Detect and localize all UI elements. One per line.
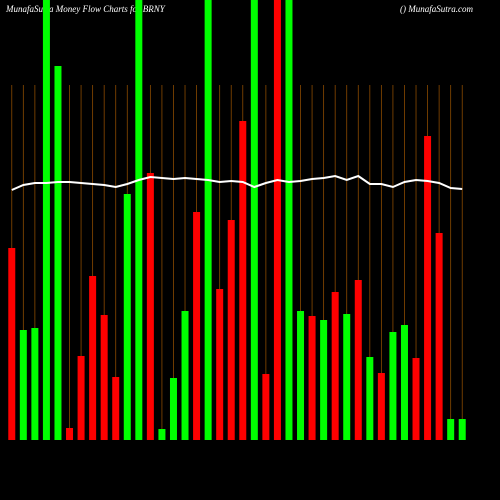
- bar: [31, 328, 39, 440]
- bar: [169, 378, 177, 440]
- bar: [389, 332, 397, 440]
- bar: [227, 220, 235, 440]
- bar: [239, 121, 247, 440]
- bar: [297, 311, 305, 440]
- bar: [250, 0, 258, 440]
- bar: [458, 419, 466, 440]
- bar: [308, 316, 316, 440]
- bar: [366, 357, 374, 440]
- bar: [285, 0, 293, 440]
- bar: [112, 377, 120, 440]
- bar: [89, 276, 97, 440]
- bar: [100, 315, 108, 440]
- bar: [123, 194, 131, 440]
- bar: [273, 0, 281, 440]
- bar: [135, 0, 143, 440]
- bar: [262, 374, 270, 440]
- bar: [320, 320, 328, 440]
- money-flow-line: [11, 174, 463, 191]
- bar: [435, 233, 443, 440]
- bar: [377, 373, 385, 440]
- chart-title: MunafaSutra Money Flow Charts for BRNY: [5, 4, 166, 14]
- bar: [158, 429, 166, 440]
- bar: [66, 428, 74, 440]
- bar: [54, 66, 62, 440]
- chart-subtitle: () MunafaSutra.com: [400, 4, 473, 14]
- bar: [204, 0, 212, 440]
- bar: [343, 314, 351, 440]
- bar: [216, 289, 224, 440]
- bar: [42, 0, 50, 440]
- bar: [424, 136, 432, 440]
- bar: [19, 330, 27, 440]
- bar: [193, 212, 201, 440]
- bar: [181, 311, 189, 440]
- bar: [354, 280, 362, 440]
- bar: [8, 248, 16, 440]
- bar: [400, 325, 408, 440]
- bar: [331, 292, 339, 440]
- bar: [146, 173, 154, 440]
- bar: [412, 358, 420, 440]
- bar: [447, 419, 455, 440]
- bar: [77, 356, 85, 440]
